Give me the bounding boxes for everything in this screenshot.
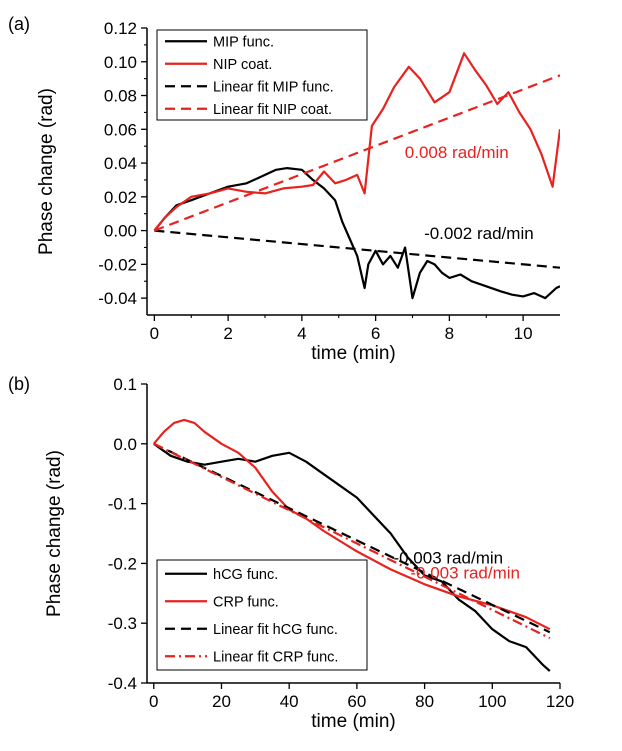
y-tick-label: -0.04: [98, 289, 137, 308]
x-tick-label: 0: [150, 324, 159, 343]
x-tick-label: 120: [546, 692, 574, 711]
legend-label: MIP func.: [213, 34, 274, 50]
series-line-4: [154, 74, 560, 232]
series-line-1: [153, 442, 551, 672]
y-tick-label: 0.02: [104, 188, 137, 207]
y-tick-label: -0.4: [108, 674, 137, 693]
x-tick-label: 10: [514, 324, 533, 343]
legend-label: Linear fit MIP func.: [213, 79, 334, 95]
y-tick-label: 0.12: [104, 19, 137, 38]
y-axis-label: Phase change (rad): [44, 450, 65, 617]
x-axis-label: time (min): [311, 343, 395, 364]
x-tick-label: 0: [149, 692, 158, 711]
x-axis-label: time (min): [311, 711, 395, 732]
legend-label: Linear fit CRP func.: [213, 649, 338, 665]
panel-label: (b): [8, 374, 30, 394]
series-line-1: [153, 167, 560, 300]
x-tick-label: 60: [347, 692, 366, 711]
annotation-label: -0.002 rad/min: [424, 224, 534, 243]
x-tick-label: 2: [223, 324, 232, 343]
y-tick-label: 0.08: [104, 87, 137, 106]
chart-panel-1: (a) 0 2 4 6 8 10 -0.04 -0.02 0.00 0.02 0.04 0.06 0.08…: [8, 14, 560, 364]
y-tick-label: 0.0: [113, 435, 137, 454]
y-tick-label: 0.10: [104, 53, 137, 72]
annotation-label: -0.003 rad/min: [393, 548, 503, 567]
legend-label: NIP coat.: [213, 57, 272, 73]
y-tick-label: -0.3: [108, 614, 137, 633]
series-line-2: [152, 418, 551, 631]
y-tick-label: 0.00: [104, 222, 137, 241]
x-tick-label: 4: [297, 324, 306, 343]
legend-label: CRP func.: [213, 594, 279, 610]
y-tick-label: -0.02: [98, 255, 137, 274]
legend-label: hCG func.: [213, 567, 278, 583]
y-tick-label: 0.04: [104, 154, 137, 173]
x-tick-label: 100: [478, 692, 506, 711]
chart-panel-2: (b) 0 20 40 60 80 100 120 -0.4 -0.3 -0.2 -0.1 0.0 0.1…: [8, 374, 574, 732]
x-tick-label: 80: [415, 692, 434, 711]
legend-label: Linear fit NIP coat.: [213, 102, 332, 118]
legend-box: [156, 29, 368, 121]
y-axis-label: Phase change (rad): [36, 88, 57, 255]
legend-label: Linear fit hCG func.: [213, 622, 338, 638]
y-tick-label: -0.1: [108, 495, 137, 514]
y-tick-label: -0.2: [108, 554, 137, 573]
annotation-label: 0.008 rad/min: [405, 143, 509, 162]
y-tick-label: 0.06: [104, 120, 137, 139]
series-line-4: [153, 442, 551, 640]
annotation-label: -0.003 rad/min: [410, 563, 520, 582]
series-line-3: [153, 442, 551, 634]
legend-box: [156, 559, 368, 671]
x-tick-label: 20: [212, 692, 231, 711]
y-tick-label: 0.1: [113, 375, 137, 394]
panel-label: (a): [8, 14, 30, 34]
x-tick-label: 8: [445, 324, 454, 343]
x-tick-label: 40: [280, 692, 299, 711]
series-line-3: [154, 229, 560, 269]
x-tick-label: 6: [371, 324, 380, 343]
